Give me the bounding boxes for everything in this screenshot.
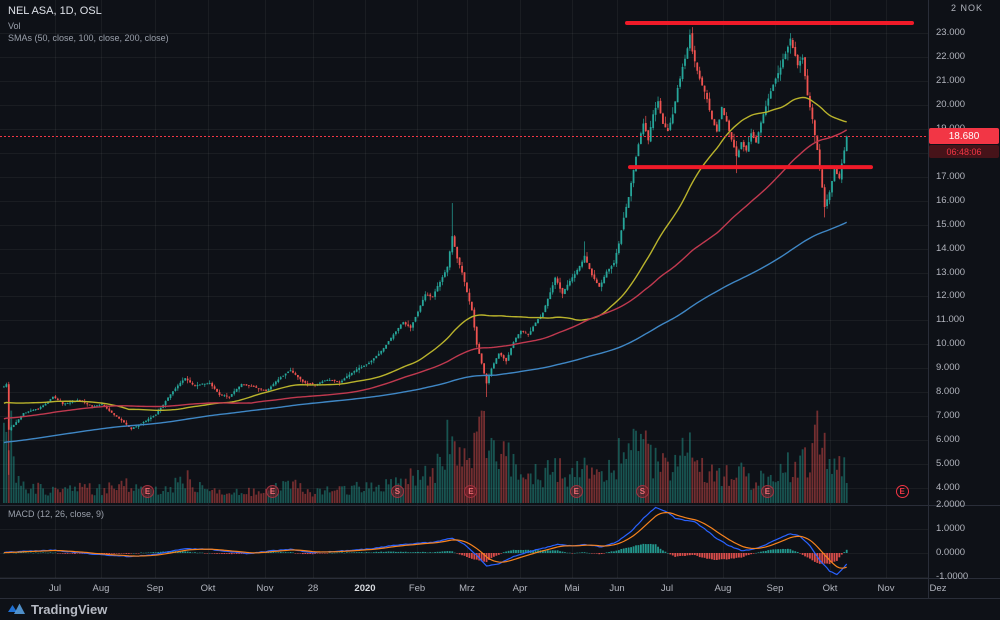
price-tick-label: 17.000 bbox=[936, 170, 966, 182]
price-tick-label: 4.000 bbox=[936, 482, 960, 494]
earnings-marker-icon[interactable]: E bbox=[895, 485, 909, 498]
time-tick-label: Aug bbox=[714, 583, 732, 594]
price-tick-label: 15.000 bbox=[936, 218, 966, 230]
macd-tick-label: 2.0000 bbox=[936, 499, 966, 510]
time-tick-label: Okt bbox=[822, 583, 838, 594]
price-tick-label: 5.000 bbox=[936, 458, 960, 470]
volume-indicator-label[interactable]: Vol bbox=[8, 21, 21, 31]
time-tick-label: Nov bbox=[256, 583, 274, 594]
time-axis[interactable]: Jul Aug Sep Okt Nov 28 2020 Feb Mrz Apr Mai Jun Jul A… bbox=[0, 578, 1000, 598]
time-tick-label: Jul bbox=[48, 583, 62, 594]
price-tick-label: 13.000 bbox=[936, 266, 966, 278]
chart-legend: NEL ASA, 1D, OSL Vol SMAs (50, close, 10… bbox=[8, 5, 169, 44]
split-marker-icon[interactable]: S bbox=[390, 485, 404, 498]
price-tick-label: 21.000 bbox=[936, 74, 966, 86]
symbol-title[interactable]: NEL ASA, 1D, OSL bbox=[8, 5, 102, 17]
last-price-badge: 18.680 bbox=[929, 128, 999, 144]
time-tick-label: Okt bbox=[200, 583, 216, 594]
price-tick-label: 9.000 bbox=[936, 362, 960, 374]
tradingview-wordmark[interactable]: TradingView bbox=[31, 601, 108, 617]
time-tick-label: Nov bbox=[877, 583, 895, 594]
time-tick-label: Apr bbox=[512, 583, 528, 594]
macd-tick-label: 0.0000 bbox=[936, 547, 966, 558]
price-tick-label: 22.000 bbox=[936, 50, 966, 62]
time-tick-label: 28 bbox=[307, 583, 319, 594]
time-tick-label: Aug bbox=[92, 583, 110, 594]
earnings-marker-icon[interactable]: E bbox=[141, 485, 155, 498]
time-tick-label: Sep bbox=[146, 583, 164, 594]
time-tick-label: 2020 bbox=[354, 583, 376, 594]
last-price-value: 18.680 bbox=[948, 130, 980, 142]
time-tick-label: Dez bbox=[929, 583, 947, 594]
footer-bar: TradingView bbox=[0, 598, 1000, 620]
price-tick-label: 6.000 bbox=[936, 434, 960, 446]
earnings-marker-icon[interactable]: E bbox=[760, 485, 774, 498]
price-axis[interactable]: 23.00022.00021.00020.00019.00018.00017.0… bbox=[929, 0, 1000, 598]
price-tick-label: 14.000 bbox=[936, 242, 966, 254]
price-axis-unit[interactable]: 2 NOK bbox=[951, 3, 984, 13]
price-tick-label: 11.000 bbox=[936, 314, 965, 326]
time-tick-label: Jul bbox=[660, 583, 674, 594]
price-tick-label: 16.000 bbox=[936, 194, 966, 206]
bar-countdown-value: 06:48:06 bbox=[946, 146, 982, 157]
macd-tick-label: -1.0000 bbox=[936, 571, 969, 582]
time-tick-label: Jun bbox=[609, 583, 625, 594]
macd-indicator-label[interactable]: MACD (12, 26, close, 9) bbox=[8, 509, 105, 519]
earnings-marker-icon[interactable]: E bbox=[569, 485, 583, 498]
split-marker-icon[interactable]: S bbox=[635, 485, 649, 498]
price-tick-label: 20.000 bbox=[936, 98, 966, 110]
price-tick-label: 12.000 bbox=[936, 290, 966, 302]
smas-indicator-label[interactable]: SMAs (50, close, 100, close, 200, close) bbox=[8, 33, 169, 43]
bar-countdown-badge: 06:48:06 bbox=[929, 145, 999, 158]
price-tick-label: 10.000 bbox=[936, 338, 966, 350]
time-tick-label: Sep bbox=[766, 583, 784, 594]
macd-tick-label: 1.0000 bbox=[936, 523, 966, 534]
time-tick-label: Mai bbox=[564, 583, 580, 594]
tradingview-logo[interactable] bbox=[8, 602, 25, 616]
earnings-marker-icon[interactable]: E bbox=[464, 485, 478, 498]
earnings-marker-icon[interactable]: E bbox=[266, 485, 279, 498]
price-tick-label: 7.000 bbox=[936, 410, 960, 422]
time-tick-label: Feb bbox=[408, 583, 426, 594]
time-tick-label: Mrz bbox=[459, 583, 475, 594]
price-tick-label: 8.000 bbox=[936, 386, 960, 398]
price-tick-label: 23.000 bbox=[936, 27, 966, 38]
